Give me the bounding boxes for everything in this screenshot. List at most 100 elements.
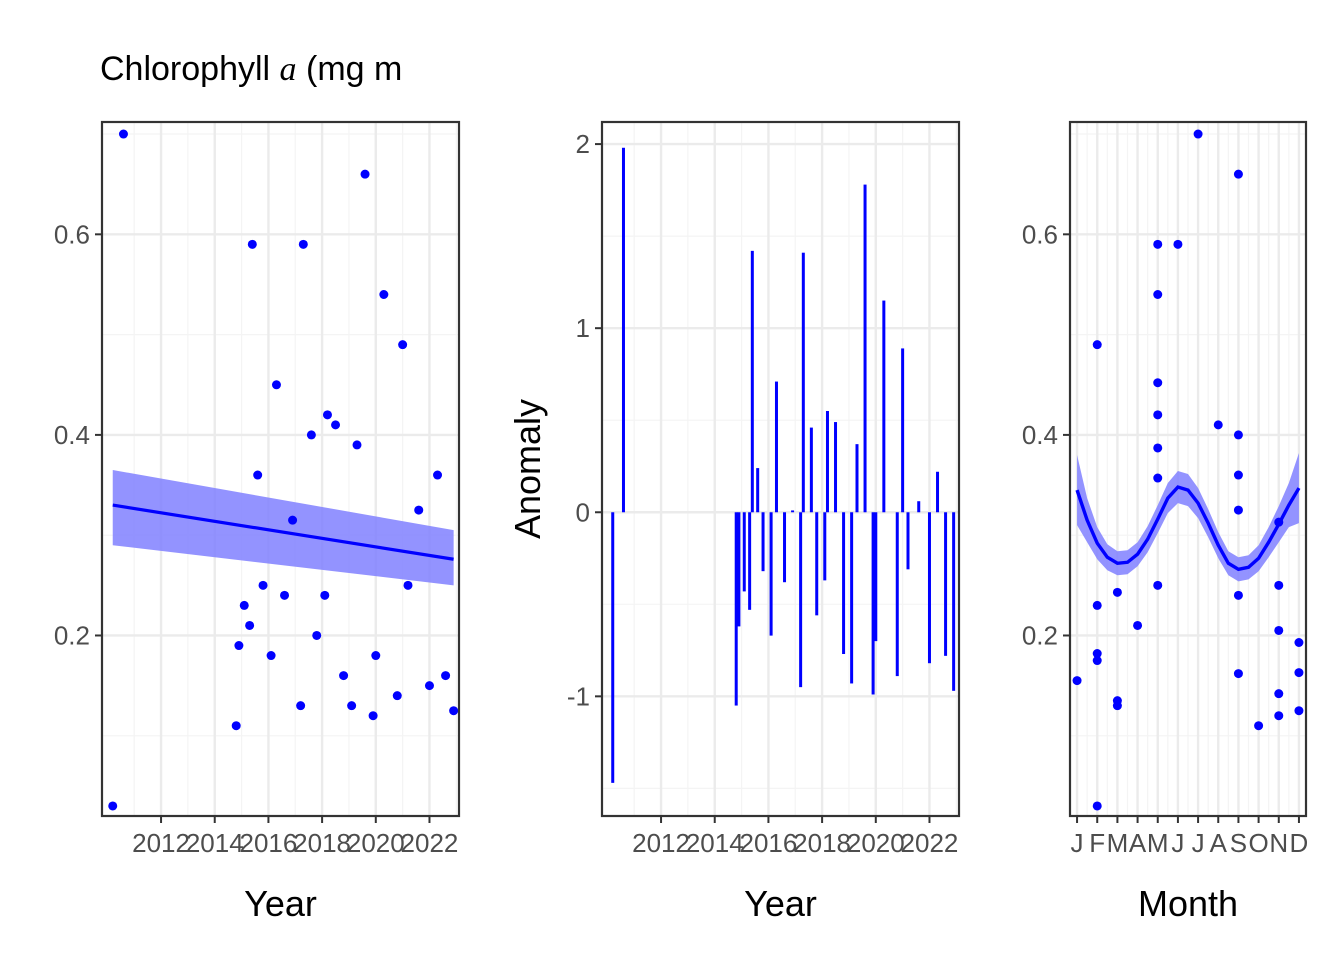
data-point [1092,340,1102,350]
data-point [1112,587,1122,597]
data-point [1213,420,1223,430]
x-tick-label: 2022 [401,828,459,858]
data-point [288,515,298,525]
anomaly-bar [917,501,921,513]
data-point [253,470,263,480]
data-point [331,420,341,430]
data-point [1294,706,1304,716]
x-tick-label: 2014 [686,828,744,858]
y-tick-label: 2 [576,129,590,159]
data-point [1274,580,1284,590]
x-tick-label: M [1107,828,1129,858]
data-point [1153,239,1163,249]
anomaly-bar [611,512,615,783]
y-tick-label: 0.6 [1022,219,1058,249]
data-point [398,340,408,350]
data-point [296,701,306,711]
anomaly-bar [850,512,854,684]
anomaly-bar [842,512,846,655]
data-point [414,505,424,515]
anomaly-bar [895,512,899,677]
anomaly-bar [815,512,819,616]
x-axis-title: Year [744,883,817,924]
data-point [1092,649,1102,659]
data-point [231,721,241,731]
data-point [1092,656,1102,666]
x-axis-title: Year [244,883,317,924]
data-point [1233,669,1243,679]
data-point [280,590,290,600]
data-point [424,681,434,691]
data-point [1233,430,1243,440]
data-point [371,651,381,661]
data-point [1233,169,1243,179]
data-point [1274,625,1284,635]
trend-line [112,503,454,561]
chart-title: Chlorophyll a (mg m [100,50,402,88]
data-point [320,590,330,600]
anomaly-bar [621,147,625,513]
data-point [1153,410,1163,420]
trend-confidence-band [112,470,454,586]
y-tick-label: 0.4 [54,420,90,450]
anomaly-bar [834,422,838,513]
anomaly-bar [769,512,773,636]
x-tick-label: 2016 [739,828,797,858]
anomaly-bar [734,512,738,706]
anomaly-bar [761,512,765,572]
x-tick-label: 2012 [132,828,190,858]
chart-title-unit: (mg m [306,50,402,88]
data-point [118,129,128,139]
data-point [245,620,255,630]
x-tick-label: A [1129,828,1147,858]
data-point [347,701,357,711]
data-point [379,289,389,299]
data-point [1233,470,1243,480]
anomaly-bar [906,512,910,570]
data-point [1294,638,1304,647]
data-point [271,380,281,390]
y-tick-label: 0.4 [1022,420,1058,450]
data-point [234,641,244,651]
data-point [1254,721,1264,731]
data-point [1153,289,1163,299]
plot-background [602,122,959,816]
y-tick-label: 0 [576,497,590,527]
anomaly-bar [801,252,805,513]
anomaly-bar [809,427,813,513]
anomaly-bar [756,468,760,513]
data-point [1072,676,1082,686]
anomaly-bar [791,510,795,513]
smooth-line [1075,485,1301,572]
data-point [1233,590,1243,600]
chart-title-symbol: a [280,51,297,88]
data-point [1153,443,1163,453]
x-axis-title: Month [1138,883,1238,924]
data-point [298,239,308,249]
data-point [322,410,332,420]
y-tick-label: -1 [567,681,590,711]
anomaly-bar [799,512,803,688]
x-tick-label: J [1071,828,1084,858]
anomaly-bar [927,512,931,664]
y-tick-label: 0.2 [54,620,90,650]
data-point [1294,668,1304,678]
smooth-confidence-band [1077,452,1299,582]
data-point [1153,378,1163,388]
data-point [1173,239,1183,249]
anomaly-bar [750,250,754,513]
data-point [1153,473,1163,483]
data-point [1092,801,1102,811]
plot-background [102,122,459,816]
y-axis-title: Anomaly [507,399,548,539]
x-tick-label: 2020 [347,828,405,858]
anomaly-bar [952,512,956,691]
anomaly-bar [874,512,878,642]
x-tick-label: 2012 [632,828,690,858]
anomaly-bar [783,512,787,583]
x-tick-label: 2018 [793,828,851,858]
anomaly-bar [737,512,741,627]
